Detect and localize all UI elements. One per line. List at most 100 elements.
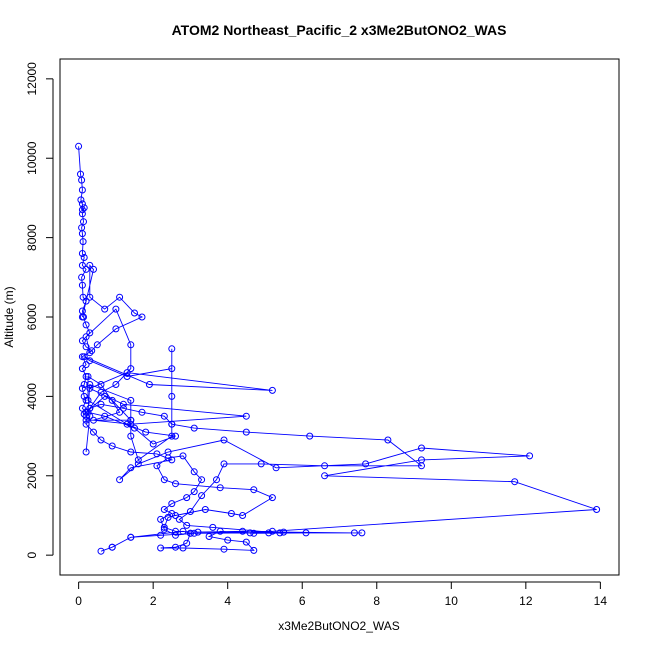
data-point xyxy=(101,412,109,420)
data-point xyxy=(220,545,228,553)
y-tick-label: 10000 xyxy=(25,141,39,175)
data-point xyxy=(149,440,157,448)
data-point xyxy=(172,531,179,539)
data-point xyxy=(168,420,176,428)
data-point xyxy=(131,309,138,317)
data-point xyxy=(168,510,176,517)
data-point xyxy=(78,250,86,257)
data-point xyxy=(112,305,120,313)
data-point xyxy=(183,539,191,547)
data-point xyxy=(82,412,90,420)
data-point xyxy=(78,273,86,281)
data-point xyxy=(108,543,116,551)
data-point xyxy=(201,506,209,513)
data-point xyxy=(160,506,168,513)
data-point xyxy=(123,373,131,380)
data-point xyxy=(190,424,198,432)
data-point xyxy=(242,428,250,436)
data-point xyxy=(82,321,90,329)
data-point xyxy=(168,392,176,400)
data-point xyxy=(86,384,94,392)
data-point xyxy=(77,196,85,204)
data-point xyxy=(242,412,250,420)
data-point xyxy=(86,404,94,412)
data-point xyxy=(190,488,198,496)
data-point xyxy=(86,293,94,301)
data-point xyxy=(168,500,176,508)
data-point xyxy=(131,424,138,432)
data-point xyxy=(160,525,168,533)
data-point xyxy=(78,281,86,289)
data-point xyxy=(78,176,86,184)
data-point xyxy=(116,293,124,301)
data-point xyxy=(127,533,135,541)
series-line-2 xyxy=(81,264,273,461)
data-point xyxy=(145,381,153,388)
data-point xyxy=(153,450,161,458)
data-point xyxy=(160,476,168,484)
series-line-0 xyxy=(85,403,597,552)
data-point xyxy=(179,527,187,535)
data-point xyxy=(127,448,135,456)
data-point xyxy=(280,528,288,536)
data-point xyxy=(134,456,142,464)
data-point xyxy=(268,527,276,535)
data-point xyxy=(268,494,276,502)
x-axis: 0 2 4 6 8 10 12 14 xyxy=(75,581,608,608)
data-point xyxy=(75,142,83,150)
data-point xyxy=(138,313,146,321)
data-point xyxy=(127,420,135,428)
data-point xyxy=(190,529,198,537)
data-point xyxy=(80,353,88,361)
data-point xyxy=(179,452,187,460)
data-point xyxy=(80,254,88,261)
data-point xyxy=(306,432,314,440)
data-point xyxy=(88,347,96,355)
data-point xyxy=(127,464,135,472)
x-tick-label: 0 xyxy=(75,594,82,608)
data-point xyxy=(183,521,191,529)
data-point xyxy=(86,349,94,357)
data-point xyxy=(79,238,87,246)
x-tick-label: 14 xyxy=(594,594,608,608)
data-point xyxy=(239,512,247,519)
data-point xyxy=(172,512,179,519)
data-point xyxy=(80,218,87,226)
data-point xyxy=(97,436,105,444)
data-point xyxy=(78,313,86,321)
data-point xyxy=(358,529,366,537)
data-point xyxy=(216,527,224,535)
data-point xyxy=(82,396,90,404)
data-point xyxy=(80,392,88,400)
data-point xyxy=(265,529,273,537)
data-point xyxy=(86,357,94,365)
plot-frame xyxy=(59,58,620,576)
data-point xyxy=(127,432,135,440)
data-point xyxy=(227,510,235,517)
chart-title: ATOM2 Northeast_Pacific_2 x3Me2ButONO2_W… xyxy=(172,22,507,38)
data-point xyxy=(127,416,135,424)
data-point xyxy=(276,529,284,537)
data-point xyxy=(213,476,220,484)
data-point xyxy=(127,396,135,404)
y-axis-label: Altitude (m) xyxy=(2,286,16,347)
data-point xyxy=(134,460,142,468)
data-point xyxy=(321,472,329,480)
y-axis: 0 2000 4000 6000 8000 10000 12000 xyxy=(25,62,54,558)
data-point xyxy=(205,533,213,540)
data-point xyxy=(112,325,120,333)
data-point xyxy=(164,448,172,456)
data-point xyxy=(160,523,168,531)
data-point xyxy=(78,230,86,238)
data-point xyxy=(82,361,90,369)
data-point xyxy=(127,341,135,349)
data-point xyxy=(82,297,90,305)
data-point xyxy=(78,206,86,214)
x-tick-label: 8 xyxy=(373,594,380,608)
data-point xyxy=(119,404,127,412)
data-point xyxy=(78,337,86,345)
data-point xyxy=(418,444,425,452)
data-point xyxy=(593,506,601,513)
data-point xyxy=(101,392,109,400)
